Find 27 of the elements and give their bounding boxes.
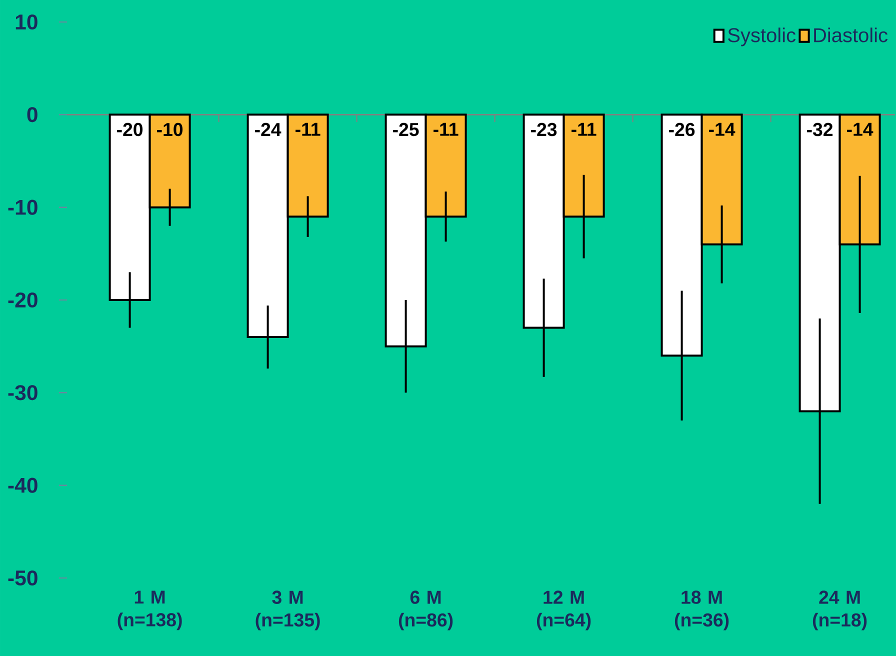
data-label: -14: [847, 122, 874, 136]
x-tick-label: 24 M (n=18): [812, 590, 867, 630]
data-label: -23: [531, 122, 557, 136]
data-label: -26: [669, 122, 695, 136]
x-tick-label: 3 M (n=135): [256, 590, 320, 630]
y-tick-label: -40: [8, 478, 38, 493]
legend-label: Systolic: [728, 28, 796, 46]
data-label: -11: [434, 122, 458, 136]
x-tick-label: 6 M (n=86): [398, 590, 453, 630]
data-label: -10: [157, 122, 183, 136]
y-tick-label: -50: [8, 570, 38, 586]
data-label: -20: [117, 122, 143, 136]
data-label: -14: [709, 122, 736, 136]
legend-label: Diastolic: [814, 28, 888, 42]
y-tick-label: 0: [27, 107, 38, 122]
data-label: -11: [572, 122, 596, 136]
data-label: -24: [255, 122, 282, 136]
x-tick-label: 12 M (n=64): [536, 590, 591, 630]
y-tick-label: -20: [8, 292, 38, 308]
y-tick-label: -10: [8, 200, 38, 215]
x-tick-label: 1 M (n=138): [118, 590, 182, 630]
data-label: -32: [807, 122, 833, 136]
y-tick-label: 10: [16, 14, 38, 30]
data-label: -25: [393, 122, 419, 136]
data-label: -11: [296, 122, 320, 136]
x-tick-label: 18 M (n=36): [674, 590, 729, 630]
y-tick-label: -30: [8, 385, 38, 400]
